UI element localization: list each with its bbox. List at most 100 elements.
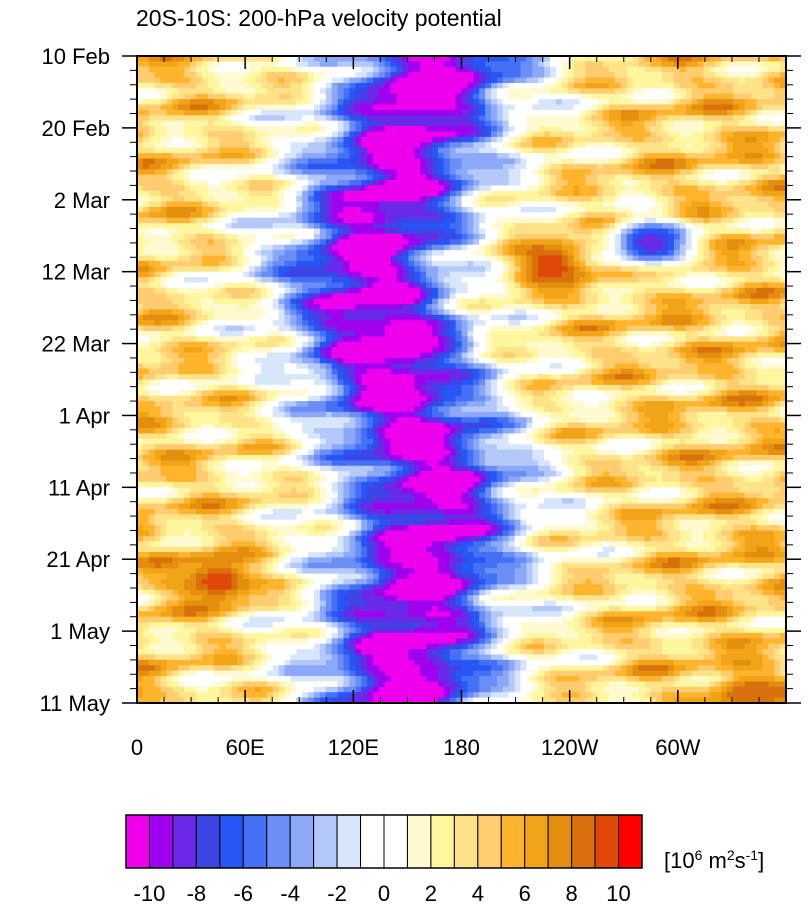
heat-cell xyxy=(378,88,386,95)
heat-cell xyxy=(579,99,586,106)
heat-cell xyxy=(573,271,581,278)
heat-cell xyxy=(260,228,268,235)
heat-cell xyxy=(591,147,598,154)
heat-cell xyxy=(555,99,563,106)
heat-cell xyxy=(591,158,598,165)
heat-cell xyxy=(137,82,144,89)
heat-cell xyxy=(137,239,144,246)
heat-cell xyxy=(266,88,274,95)
heat-cell xyxy=(373,271,380,278)
heat-cell xyxy=(196,239,203,246)
heat-cell xyxy=(319,93,327,100)
heat-cell xyxy=(479,185,486,192)
heat-cell xyxy=(284,163,291,170)
heat-cell xyxy=(178,212,185,219)
heat-cell xyxy=(426,99,433,106)
heat-cell xyxy=(213,72,221,79)
heat-cell xyxy=(738,185,746,192)
heat-cell xyxy=(166,163,173,170)
heat-cell xyxy=(650,223,657,230)
heat-cell xyxy=(384,82,392,89)
heat-cell xyxy=(685,277,693,284)
heat-cell xyxy=(148,228,156,235)
heat-cell xyxy=(178,233,185,240)
heat-cell xyxy=(632,277,640,284)
heat-cell xyxy=(420,250,427,257)
heat-cell xyxy=(591,180,598,186)
heat-cell xyxy=(260,82,268,89)
heat-cell xyxy=(319,66,327,73)
heat-cell xyxy=(768,77,775,84)
heat-cell xyxy=(662,61,669,68)
heat-cell xyxy=(650,244,657,251)
heat-cell xyxy=(237,282,244,289)
heat-cell xyxy=(597,212,604,219)
heat-cell xyxy=(750,282,758,289)
heat-cell xyxy=(402,72,409,79)
heat-cell xyxy=(243,206,250,213)
heat-cell xyxy=(296,212,303,219)
heat-cell xyxy=(762,99,769,106)
heat-cell xyxy=(437,185,445,192)
heat-cell xyxy=(679,77,687,84)
heat-cell xyxy=(732,217,740,224)
heat-cell xyxy=(319,120,327,127)
heat-cell xyxy=(378,217,386,224)
heat-cell xyxy=(249,201,256,208)
heat-cell xyxy=(750,212,758,219)
heat-cell xyxy=(479,169,486,176)
heat-cell xyxy=(679,147,687,154)
heat-cell xyxy=(609,136,616,143)
heat-cell xyxy=(491,190,498,197)
heat-cell xyxy=(550,201,557,208)
heat-cell xyxy=(508,190,516,197)
heat-cell xyxy=(544,56,551,62)
heat-cell xyxy=(237,217,244,224)
heat-cell xyxy=(715,174,722,181)
heat-cell xyxy=(196,147,203,154)
heat-cell xyxy=(538,104,545,111)
heat-cell xyxy=(544,239,551,246)
heat-cell xyxy=(691,163,699,170)
heat-cell xyxy=(762,223,769,230)
heat-cell xyxy=(644,109,651,116)
heat-cell xyxy=(555,233,563,240)
heat-cell xyxy=(485,66,492,73)
heat-cell xyxy=(266,120,274,127)
heat-cell xyxy=(620,196,628,203)
heat-cell xyxy=(715,255,722,262)
heat-cell xyxy=(148,298,156,305)
heat-cell xyxy=(662,82,669,89)
heat-cell xyxy=(160,228,168,235)
heat-cell xyxy=(178,153,185,160)
heat-cell xyxy=(196,174,203,181)
heat-cell xyxy=(408,126,415,133)
heat-cell xyxy=(508,115,516,122)
heat-cell xyxy=(408,61,415,68)
heat-cell xyxy=(420,287,427,294)
heat-cell xyxy=(709,56,716,62)
heat-cell xyxy=(443,217,451,224)
heat-cell xyxy=(396,298,404,305)
heat-cell xyxy=(343,293,350,300)
heat-cell xyxy=(272,277,280,284)
heat-cell xyxy=(172,61,179,68)
heat-cell xyxy=(685,239,693,246)
heat-cell xyxy=(732,293,740,300)
heat-cell xyxy=(762,66,769,73)
heat-cell xyxy=(449,88,457,95)
heat-cell xyxy=(172,120,179,127)
heat-cell xyxy=(774,217,781,224)
heat-cell xyxy=(426,136,433,143)
heat-cell xyxy=(201,180,209,186)
heat-cell xyxy=(585,217,592,224)
heat-cell xyxy=(738,120,746,127)
heat-cell xyxy=(573,56,581,62)
heat-cell xyxy=(479,277,486,284)
heat-cell xyxy=(768,255,775,262)
heat-cell xyxy=(414,158,421,165)
heat-cell xyxy=(373,153,380,160)
heat-cell xyxy=(207,77,215,84)
heat-cell xyxy=(420,120,427,127)
heat-cell xyxy=(319,142,327,149)
